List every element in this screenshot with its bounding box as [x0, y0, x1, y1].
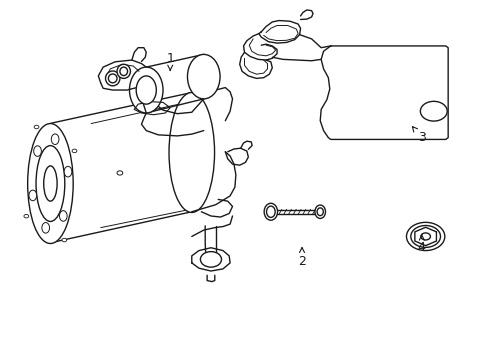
- Ellipse shape: [105, 71, 120, 86]
- Ellipse shape: [34, 146, 41, 156]
- Ellipse shape: [169, 93, 214, 212]
- Text: 2: 2: [298, 248, 305, 267]
- Ellipse shape: [60, 211, 67, 221]
- Circle shape: [34, 125, 39, 129]
- Ellipse shape: [29, 190, 37, 201]
- Circle shape: [24, 215, 29, 218]
- Ellipse shape: [42, 222, 49, 233]
- Circle shape: [200, 252, 221, 267]
- Ellipse shape: [187, 54, 220, 99]
- Ellipse shape: [64, 166, 72, 177]
- Text: 4: 4: [417, 235, 425, 253]
- Ellipse shape: [264, 203, 277, 220]
- Circle shape: [62, 238, 66, 242]
- Circle shape: [72, 149, 77, 153]
- Ellipse shape: [28, 123, 73, 243]
- Ellipse shape: [36, 145, 65, 221]
- Ellipse shape: [406, 222, 444, 251]
- Circle shape: [420, 101, 447, 121]
- Ellipse shape: [316, 208, 323, 216]
- Ellipse shape: [314, 205, 325, 219]
- Ellipse shape: [43, 166, 57, 201]
- Ellipse shape: [117, 64, 130, 78]
- Circle shape: [117, 171, 122, 175]
- Text: 3: 3: [411, 127, 425, 144]
- Ellipse shape: [51, 134, 59, 144]
- Circle shape: [420, 233, 429, 240]
- Text: 1: 1: [166, 52, 174, 71]
- Ellipse shape: [410, 225, 440, 247]
- Ellipse shape: [120, 67, 127, 76]
- Ellipse shape: [136, 76, 156, 104]
- Ellipse shape: [108, 74, 117, 83]
- Ellipse shape: [129, 67, 163, 113]
- Ellipse shape: [266, 206, 275, 217]
